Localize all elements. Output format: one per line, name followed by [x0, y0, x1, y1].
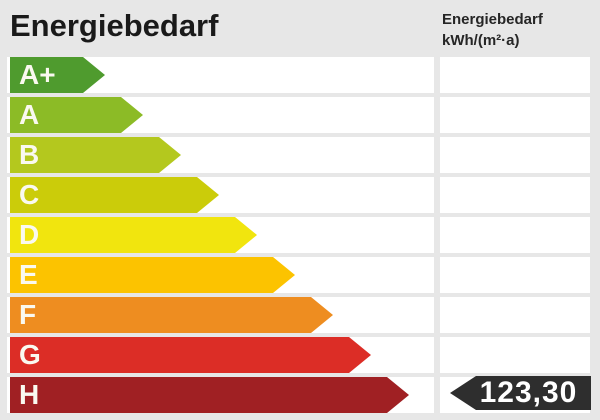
scale-row-b: B: [0, 137, 600, 173]
energy-value-text: 123,30: [479, 376, 578, 409]
scale-row-e: E: [0, 257, 600, 293]
row-track-right: [440, 177, 590, 213]
scale-row-a-plus: A+: [0, 57, 600, 93]
unit-header: Energiebedarf kWh/(m²·a): [442, 9, 543, 51]
row-track-right: [440, 97, 590, 133]
energy-class-label: A+: [19, 59, 56, 90]
row-track-right: [440, 137, 590, 173]
unit-header-line1: Energiebedarf: [442, 11, 543, 28]
energy-class-label: F: [19, 299, 37, 330]
energy-class-arrow-a: A: [10, 97, 143, 133]
energy-class-arrow-c: C: [10, 177, 219, 213]
page-title: Energiebedarf: [10, 8, 219, 43]
energy-class-label: G: [19, 339, 41, 370]
energy-class-label: H: [19, 379, 40, 410]
energy-class-arrow-g: G: [10, 337, 371, 373]
row-track-right: [440, 257, 590, 293]
scale-row-g: G: [0, 337, 600, 373]
scale-row-c: C: [0, 177, 600, 213]
row-track-right: [440, 217, 590, 253]
energy-class-label: C: [19, 179, 40, 210]
energy-class-arrow-e: E: [10, 257, 295, 293]
energy-class-arrow-f: F: [10, 297, 333, 333]
energy-class-arrow-h: H: [10, 377, 409, 413]
energy-class-arrow-b: B: [10, 137, 181, 173]
energy-value-marker: 123,30: [450, 376, 591, 410]
energy-class-arrow-d: D: [10, 217, 257, 253]
unit-header-line2: kWh/(m²·a): [442, 32, 520, 49]
row-track-right: [440, 337, 590, 373]
scale-row-d: D: [0, 217, 600, 253]
energy-class-label: A: [19, 99, 40, 130]
scale-row-a: A: [0, 97, 600, 133]
row-track-right: [440, 297, 590, 333]
energy-class-label: E: [19, 259, 38, 290]
energy-class-arrow-a-plus: A+: [10, 57, 105, 93]
row-track-right: [440, 57, 590, 93]
energy-class-label: D: [19, 219, 40, 250]
energy-class-label: B: [19, 139, 40, 170]
scale-row-f: F: [0, 297, 600, 333]
